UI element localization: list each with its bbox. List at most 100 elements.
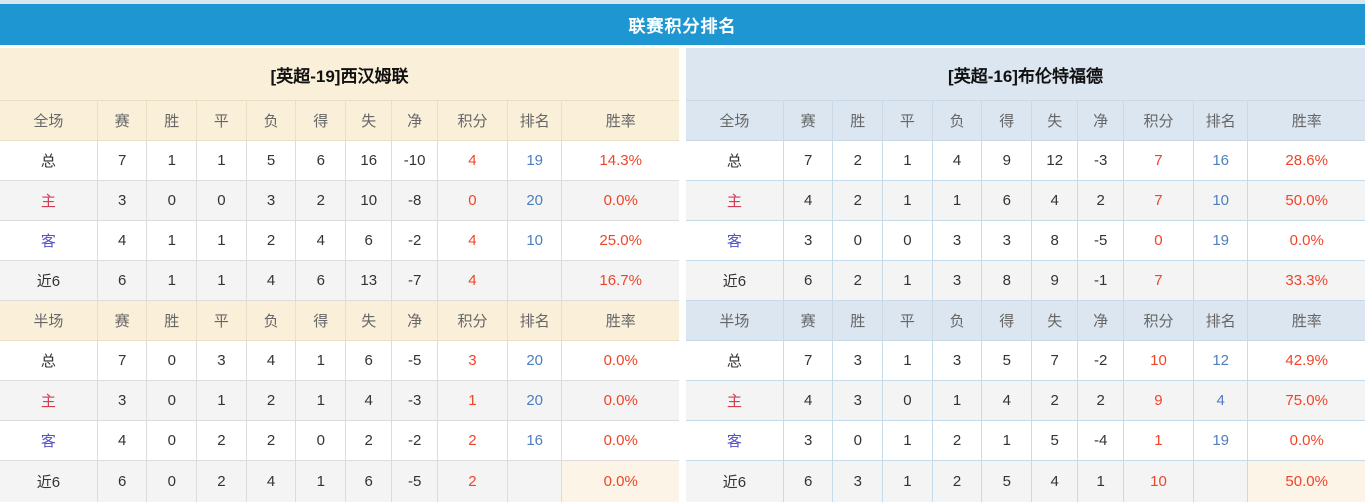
table-row-home: 主 3 0 0 3 2 10 -8 0 20 0.0% xyxy=(0,180,679,221)
stat-cell-goals-against: 5 xyxy=(1031,420,1079,461)
stat-cell-games: 4 xyxy=(782,380,834,421)
table-row-away: 客 3 0 0 3 3 8 -5 0 19 0.0% xyxy=(686,220,1365,261)
stat-cell-draws: 1 xyxy=(882,460,933,502)
stat-cell-losses: 2 xyxy=(245,220,297,261)
row-label: 主 xyxy=(686,180,784,221)
col-header-rank: 排名 xyxy=(1192,300,1249,341)
stat-cell-losses: 1 xyxy=(931,180,983,221)
stat-cell-wins: 1 xyxy=(146,260,198,301)
col-header-points: 积分 xyxy=(436,300,508,341)
stat-cell-losses: 3 xyxy=(931,220,983,261)
col-header-rank: 排名 xyxy=(506,300,563,341)
stat-cell-games: 3 xyxy=(782,420,834,461)
col-header-wins: 胜 xyxy=(146,300,198,341)
stat-cell-rank: 16 xyxy=(506,420,563,461)
col-header-points: 积分 xyxy=(436,100,508,141)
col-header-losses: 负 xyxy=(931,300,983,341)
col-header-win-rate: 胜率 xyxy=(1247,100,1365,141)
col-header-win-rate: 胜率 xyxy=(1247,300,1365,341)
row-label: 近6 xyxy=(686,460,784,502)
stat-cell-win-rate: 0.0% xyxy=(1247,420,1365,461)
table-row-away: 客 4 1 1 2 4 6 -2 4 10 25.0% xyxy=(0,220,679,261)
stat-cell-goals-for: 1 xyxy=(295,340,347,381)
col-header-goals-against: 失 xyxy=(1031,100,1079,141)
stat-cell-games: 7 xyxy=(782,340,834,381)
stat-cell-rank: 10 xyxy=(506,220,563,261)
stat-cell-win-rate: 0.0% xyxy=(561,420,679,461)
stat-cell-games: 4 xyxy=(96,220,148,261)
stat-cell-goals-for: 5 xyxy=(981,460,1033,502)
stat-cell-goals-against: 16 xyxy=(345,140,393,181)
row-label: 客 xyxy=(0,220,98,261)
col-header-goals-for: 得 xyxy=(295,100,347,141)
stat-cell-goal-diff: -2 xyxy=(391,420,438,461)
col-header-games: 赛 xyxy=(96,300,148,341)
stat-cell-games: 7 xyxy=(782,140,834,181)
row-label: 客 xyxy=(686,420,784,461)
stat-cell-goals-for: 5 xyxy=(981,340,1033,381)
stats-table: 全场赛胜平负得失净积分 排名 胜率总 7 2 1 4 9 12 -3 7 16 28.6% 主 4 2 1 1 6 4… xyxy=(686,100,1365,502)
stat-cell-points: 10 xyxy=(1122,460,1194,502)
col-header-goal-diff: 净 xyxy=(1077,100,1124,141)
stat-cell-draws: 1 xyxy=(196,220,247,261)
stat-cell-points: 2 xyxy=(436,420,508,461)
stat-cell-goals-against: 2 xyxy=(1031,380,1079,421)
row-label: 近6 xyxy=(686,260,784,301)
stat-cell-win-rate: 50.0% xyxy=(1247,180,1365,221)
stat-cell-points: 10 xyxy=(1122,340,1194,381)
row-label: 总 xyxy=(0,140,98,181)
col-header-goal-diff: 净 xyxy=(391,100,438,141)
stat-cell-losses: 3 xyxy=(245,180,297,221)
stat-cell-losses: 2 xyxy=(931,460,983,502)
col-header-games: 赛 xyxy=(96,100,148,141)
col-header-goals-for: 得 xyxy=(295,300,347,341)
stat-cell-games: 7 xyxy=(96,140,148,181)
stat-cell-goals-for: 3 xyxy=(981,220,1033,261)
stat-cell-draws: 0 xyxy=(882,220,933,261)
stat-cell-goals-against: 9 xyxy=(1031,260,1079,301)
stat-cell-wins: 0 xyxy=(146,180,198,221)
stat-cell-goals-against: 4 xyxy=(1031,460,1079,502)
stat-cell-points: 7 xyxy=(1122,260,1194,301)
stat-cell-win-rate: 28.6% xyxy=(1247,140,1365,181)
stat-cell-wins: 0 xyxy=(146,420,198,461)
stat-cell-goal-diff: 2 xyxy=(1077,180,1124,221)
table-row-total: 总 7 0 3 4 1 6 -5 3 20 0.0% xyxy=(0,340,679,381)
col-header-draws: 平 xyxy=(882,300,933,341)
col-header-rank: 排名 xyxy=(506,100,563,141)
table-row-recent-6: 近6 6 3 1 2 5 4 1 10 50.0% xyxy=(686,460,1365,502)
stat-cell-draws: 1 xyxy=(882,140,933,181)
col-header-losses: 负 xyxy=(245,100,297,141)
col-header-goals-against: 失 xyxy=(345,100,393,141)
stat-cell-losses: 2 xyxy=(931,420,983,461)
stat-cell-wins: 2 xyxy=(832,140,884,181)
stat-cell-wins: 0 xyxy=(146,460,198,502)
col-header-goal-diff: 净 xyxy=(391,300,438,341)
stat-cell-draws: 1 xyxy=(882,180,933,221)
stat-cell-goal-diff: -2 xyxy=(391,220,438,261)
stat-cell-wins: 0 xyxy=(146,340,198,381)
stat-cell-goals-for: 1 xyxy=(295,460,347,502)
stat-cell-goals-against: 2 xyxy=(345,420,393,461)
stat-cell-wins: 3 xyxy=(832,380,884,421)
row-label: 主 xyxy=(686,380,784,421)
row-label: 总 xyxy=(686,140,784,181)
stat-cell-losses: 3 xyxy=(931,340,983,381)
col-header-draws: 平 xyxy=(196,100,247,141)
stat-cell-goal-diff: -4 xyxy=(1077,420,1124,461)
stat-cell-points: 7 xyxy=(1122,140,1194,181)
stat-cell-rank: 16 xyxy=(1192,140,1249,181)
stat-cell-goal-diff: 2 xyxy=(1077,380,1124,421)
stat-cell-goal-diff: -1 xyxy=(1077,260,1124,301)
section-header-row: 全场赛胜平负得失净积分 排名 胜率 xyxy=(0,100,679,141)
col-header-wins: 胜 xyxy=(146,100,198,141)
stat-cell-goal-diff: -3 xyxy=(1077,140,1124,181)
table-row-total: 总 7 2 1 4 9 12 -3 7 16 28.6% xyxy=(686,140,1365,181)
stat-cell-goals-against: 6 xyxy=(345,220,393,261)
row-label: 近6 xyxy=(0,460,98,502)
stat-cell-losses: 4 xyxy=(931,140,983,181)
stat-cell-games: 3 xyxy=(782,220,834,261)
table-row-recent-6: 近6 6 1 1 4 6 13 -7 4 16.7% xyxy=(0,260,679,301)
col-header-win-rate: 胜率 xyxy=(561,300,679,341)
title-divider xyxy=(0,45,1365,48)
